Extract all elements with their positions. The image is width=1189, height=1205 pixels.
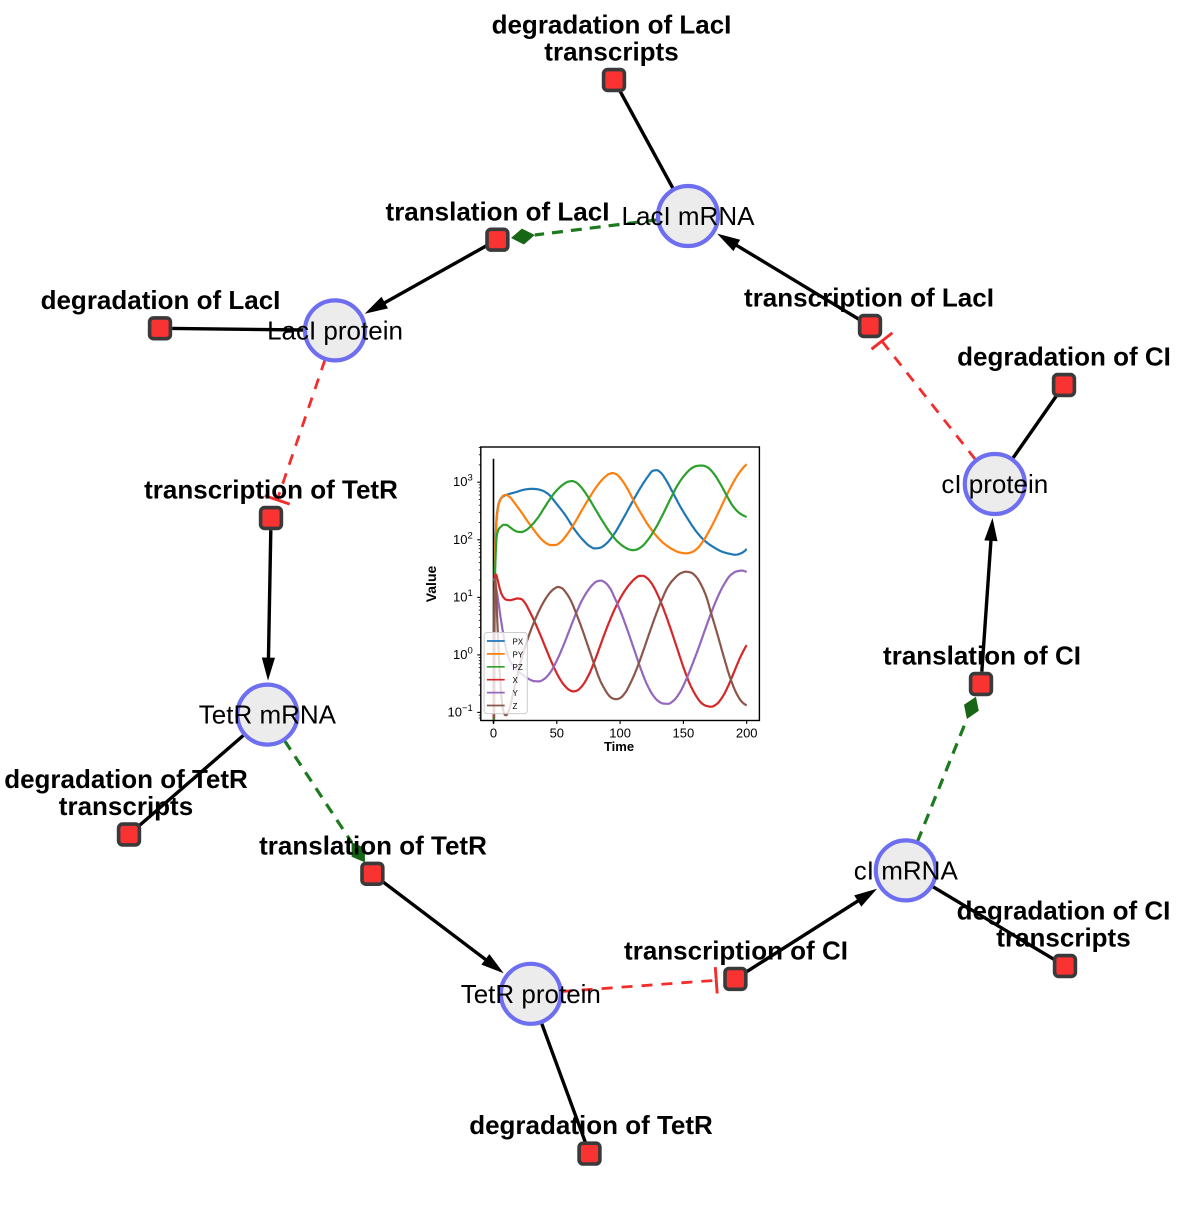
svg-text:Y: Y: [513, 689, 519, 698]
svg-text:PZ: PZ: [513, 663, 523, 672]
svg-text:50: 50: [550, 726, 564, 741]
svg-text:degradation of TetR: degradation of TetR: [4, 764, 248, 794]
svg-text:transcripts: transcripts: [996, 923, 1130, 953]
svg-text:0: 0: [490, 726, 497, 741]
svg-text:transcripts: transcripts: [544, 37, 678, 67]
svg-text:Value: Value: [423, 566, 439, 603]
svg-text:transcripts: transcripts: [59, 791, 193, 821]
svg-text:degradation of CI: degradation of CI: [957, 342, 1171, 372]
svg-text:cI mRNA: cI mRNA: [854, 855, 959, 885]
svg-text:150: 150: [673, 726, 695, 741]
svg-text:TetR protein: TetR protein: [461, 979, 601, 1009]
svg-text:X: X: [513, 676, 519, 685]
svg-text:200: 200: [736, 726, 758, 741]
svg-text:cI protein: cI protein: [941, 469, 1048, 499]
svg-text:Time: Time: [604, 739, 634, 754]
svg-text:translation of TetR: translation of TetR: [259, 830, 487, 860]
svg-text:TetR mRNA: TetR mRNA: [199, 700, 337, 730]
svg-text:100: 100: [609, 726, 631, 741]
svg-text:Z: Z: [513, 702, 518, 711]
svg-text:degradation of TetR: degradation of TetR: [469, 1110, 713, 1140]
svg-text:transcription of CI: transcription of CI: [624, 936, 848, 966]
svg-text:degradation of CI: degradation of CI: [957, 896, 1171, 926]
svg-text:transcription of LacI: transcription of LacI: [744, 283, 994, 313]
svg-text:translation of CI: translation of CI: [883, 641, 1081, 671]
svg-text:degradation of LacI: degradation of LacI: [41, 285, 281, 315]
svg-text:LacI protein: LacI protein: [267, 315, 403, 345]
svg-text:PY: PY: [513, 650, 524, 659]
svg-text:PX: PX: [513, 637, 524, 646]
svg-text:LacI mRNA: LacI mRNA: [622, 201, 756, 231]
svg-text:translation of LacI: translation of LacI: [386, 196, 610, 226]
svg-text:transcription of TetR: transcription of TetR: [144, 475, 398, 505]
svg-text:degradation of LacI: degradation of LacI: [492, 10, 732, 40]
